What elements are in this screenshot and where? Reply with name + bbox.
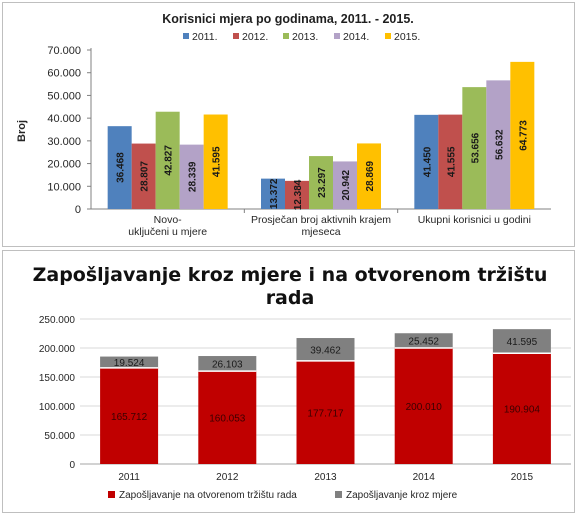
bar-segment-measures (100, 356, 159, 368)
chart-title-line2: rada (266, 287, 315, 309)
legend-label: 2013. (292, 31, 318, 43)
y-tick-label: 20.000 (47, 159, 81, 171)
bar-value-label: 41.595 (212, 146, 223, 177)
bar (333, 161, 357, 209)
y-tick-label: 0 (75, 204, 81, 216)
bar-value-label-open-market: 165.712 (111, 412, 148, 423)
chart-users-by-year: Korisnici mjera po godinama, 2011. - 201… (2, 2, 575, 247)
legend-label: 2011. (192, 31, 218, 43)
bar (203, 114, 228, 209)
bar-value-label: 23.297 (317, 167, 328, 198)
x-category-label: 2012 (216, 472, 239, 483)
bar-value-label: 28.869 (365, 160, 376, 191)
bar-value-label: 42.827 (164, 145, 175, 176)
bar-value-label: 64.773 (518, 120, 529, 151)
bar-segment-measures (492, 329, 551, 354)
bar (285, 180, 309, 209)
bar-value-label-measures: 19.524 (114, 358, 145, 369)
legend-label: 2015. (394, 31, 420, 43)
y-tick-label: 150.000 (39, 373, 76, 384)
bar-value-label-open-market: 190.904 (504, 405, 541, 416)
y-tick-label: 100.000 (39, 402, 76, 413)
legend-label: Zapošljavanje kroz mjere (346, 490, 458, 501)
y-tick-label: 70.000 (47, 45, 81, 57)
bar-value-label-open-market: 160.053 (209, 414, 246, 425)
bar-segment-open-market (198, 371, 257, 464)
bar (261, 178, 285, 209)
bar-value-label-measures: 41.595 (507, 337, 538, 348)
bar (179, 144, 204, 209)
legend-swatch (334, 33, 340, 39)
bar-segment-open-market (296, 360, 355, 464)
x-category-label: 2013 (314, 472, 337, 483)
bar-segment-measures (296, 338, 355, 361)
bar-value-label-open-market: 177.717 (307, 408, 344, 419)
bar-value-label: 56.632 (494, 129, 505, 160)
bar-value-label: 41.555 (446, 146, 457, 177)
bar-value-label: 12.384 (293, 179, 304, 210)
bar (357, 143, 381, 209)
bar-segment-open-market (492, 353, 551, 464)
legend-label: 2012. (242, 31, 268, 43)
bar (309, 156, 333, 209)
y-tick-label: 0 (69, 460, 75, 471)
bar-segment-measures (394, 333, 453, 348)
bar (486, 80, 511, 209)
bar-value-label: 28.339 (188, 161, 199, 192)
chart-employment: Zapošljavanje kroz mjere i na otvorenom … (2, 250, 575, 513)
x-category-label: 2015 (511, 472, 534, 483)
x-category-label: Ukupni korisnici u godini (418, 214, 531, 226)
x-category-label: uključeni u mjere (128, 226, 207, 238)
x-category-label: Novo- (154, 214, 183, 226)
y-axis-label: Broj (16, 120, 28, 142)
x-category-label: mjeseca (301, 226, 340, 238)
y-tick-label: 30.000 (47, 136, 81, 148)
bar-value-label: 53.656 (470, 132, 481, 163)
y-tick-label: 60.000 (47, 68, 81, 80)
bar (155, 111, 180, 209)
bar-value-label-measures: 39.462 (310, 345, 341, 356)
legend-swatch (183, 33, 189, 39)
bar (510, 61, 535, 209)
chart-title: Zapošljavanje kroz mjere i na otvorenom … (33, 264, 548, 286)
bar-value-label-open-market: 200.010 (406, 402, 443, 413)
legend-swatch (335, 491, 342, 498)
legend-label: 2014. (343, 31, 369, 43)
bar-value-label: 36.468 (116, 152, 127, 183)
x-category-label: 2011 (118, 472, 140, 483)
y-tick-label: 10.000 (47, 181, 81, 193)
chart-employment-svg: Zapošljavanje kroz mjere i na otvorenom … (33, 264, 571, 501)
bar-segment-open-market (100, 367, 159, 464)
bar (131, 143, 156, 209)
bar-segment-open-market (394, 347, 453, 464)
chart-users-by-year-svg: Korisnici mjera po godinama, 2011. - 201… (16, 12, 551, 238)
legend-label: Zapošljavanje na otvorenom tržištu rada (119, 490, 297, 501)
y-tick-label: 250.000 (39, 315, 76, 326)
x-category-label: Prosječan broj aktivnih krajem (251, 214, 391, 226)
bar-segment-measures (198, 356, 257, 372)
bar-value-label-measures: 26.103 (212, 360, 243, 371)
bar-value-label: 20.942 (341, 169, 352, 200)
legend-swatch (283, 33, 289, 39)
bar-value-label-measures: 25.452 (408, 337, 439, 348)
legend-swatch (385, 33, 391, 39)
bar-value-label: 28.807 (140, 161, 151, 192)
bar (438, 114, 463, 209)
x-category-label: 2014 (413, 472, 436, 483)
chart-title: Korisnici mjera po godinama, 2011. - 201… (162, 12, 414, 26)
legend-swatch (108, 491, 115, 498)
bar (107, 126, 132, 209)
legend-swatch (233, 33, 239, 39)
y-tick-label: 40.000 (47, 113, 81, 125)
bar (462, 87, 487, 209)
y-tick-label: 200.000 (39, 344, 76, 355)
bar-value-label: 41.450 (422, 146, 433, 177)
bar (414, 114, 439, 209)
y-tick-label: 50.000 (44, 431, 75, 442)
y-tick-label: 50.000 (47, 90, 81, 102)
bar-value-label: 13.372 (269, 178, 280, 209)
